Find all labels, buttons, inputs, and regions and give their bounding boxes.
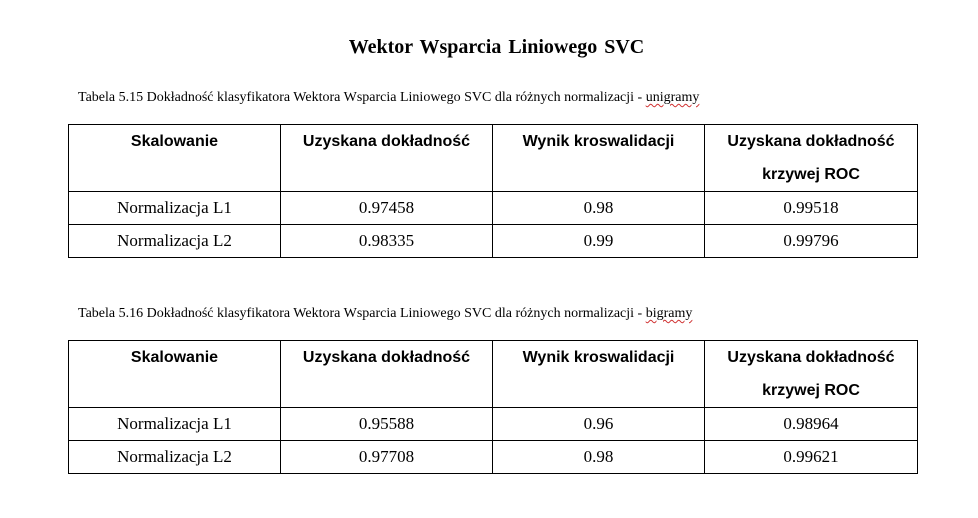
cell-accuracy: 0.97708 bbox=[280, 440, 493, 474]
table-caption-bigrams: Tabela 5.16 Dokładność klasyfikatora Wek… bbox=[78, 306, 692, 322]
table-row: Normalizacja L1 0.95588 0.96 0.98964 bbox=[68, 407, 918, 441]
header-accuracy: Uzyskana dokładność bbox=[280, 340, 493, 408]
header-roc-accuracy: Uzyskana dokładność krzywej ROC bbox=[704, 340, 918, 408]
cell-roc-accuracy: 0.99796 bbox=[704, 224, 918, 258]
table-row: Normalizacja L2 0.98335 0.99 0.99796 bbox=[68, 224, 918, 258]
caption-text: Tabela 5.15 Dokładność klasyfikatora Wek… bbox=[78, 90, 646, 105]
table-header-row: Skalowanie Uzyskana dokładność Wynik kro… bbox=[68, 340, 918, 408]
caption-term: bigramy bbox=[645, 306, 693, 321]
cell-crossvalidation: 0.98 bbox=[492, 440, 705, 474]
cell-accuracy: 0.98335 bbox=[280, 224, 493, 258]
cell-scaling: Normalizacja L1 bbox=[68, 191, 281, 225]
cell-roc-accuracy: 0.98964 bbox=[704, 407, 918, 441]
header-roc-accuracy: Uzyskana dokładność krzywej ROC bbox=[704, 124, 918, 192]
results-table-bigrams: Skalowanie Uzyskana dokładność Wynik kro… bbox=[68, 340, 918, 474]
header-crossvalidation: Wynik kroswalidacji bbox=[492, 124, 705, 192]
cell-crossvalidation: 0.98 bbox=[492, 191, 705, 225]
table-caption-unigrams: Tabela 5.15 Dokładność klasyfikatora Wek… bbox=[78, 90, 699, 106]
cell-crossvalidation: 0.99 bbox=[492, 224, 705, 258]
caption-term: unigramy bbox=[645, 90, 700, 105]
cell-accuracy: 0.97458 bbox=[280, 191, 493, 225]
page-title: Wektor Wsparcia Liniowego SVC bbox=[348, 36, 645, 58]
cell-scaling: Normalizacja L1 bbox=[68, 407, 281, 441]
table-row: Normalizacja L2 0.97708 0.98 0.99621 bbox=[68, 440, 918, 474]
cell-roc-accuracy: 0.99518 bbox=[704, 191, 918, 225]
table-header-row: Skalowanie Uzyskana dokładność Wynik kro… bbox=[68, 124, 918, 192]
header-scaling: Skalowanie bbox=[68, 124, 281, 192]
header-scaling: Skalowanie bbox=[68, 340, 281, 408]
cell-scaling: Normalizacja L2 bbox=[68, 440, 281, 474]
header-crossvalidation: Wynik kroswalidacji bbox=[492, 340, 705, 408]
cell-crossvalidation: 0.96 bbox=[492, 407, 705, 441]
table-row: Normalizacja L1 0.97458 0.98 0.99518 bbox=[68, 191, 918, 225]
header-accuracy: Uzyskana dokładność bbox=[280, 124, 493, 192]
caption-text: Tabela 5.16 Dokładność klasyfikatora Wek… bbox=[78, 306, 646, 321]
cell-accuracy: 0.95588 bbox=[280, 407, 493, 441]
cell-scaling: Normalizacja L2 bbox=[68, 224, 281, 258]
results-table-unigrams: Skalowanie Uzyskana dokładność Wynik kro… bbox=[68, 124, 918, 258]
cell-roc-accuracy: 0.99621 bbox=[704, 440, 918, 474]
